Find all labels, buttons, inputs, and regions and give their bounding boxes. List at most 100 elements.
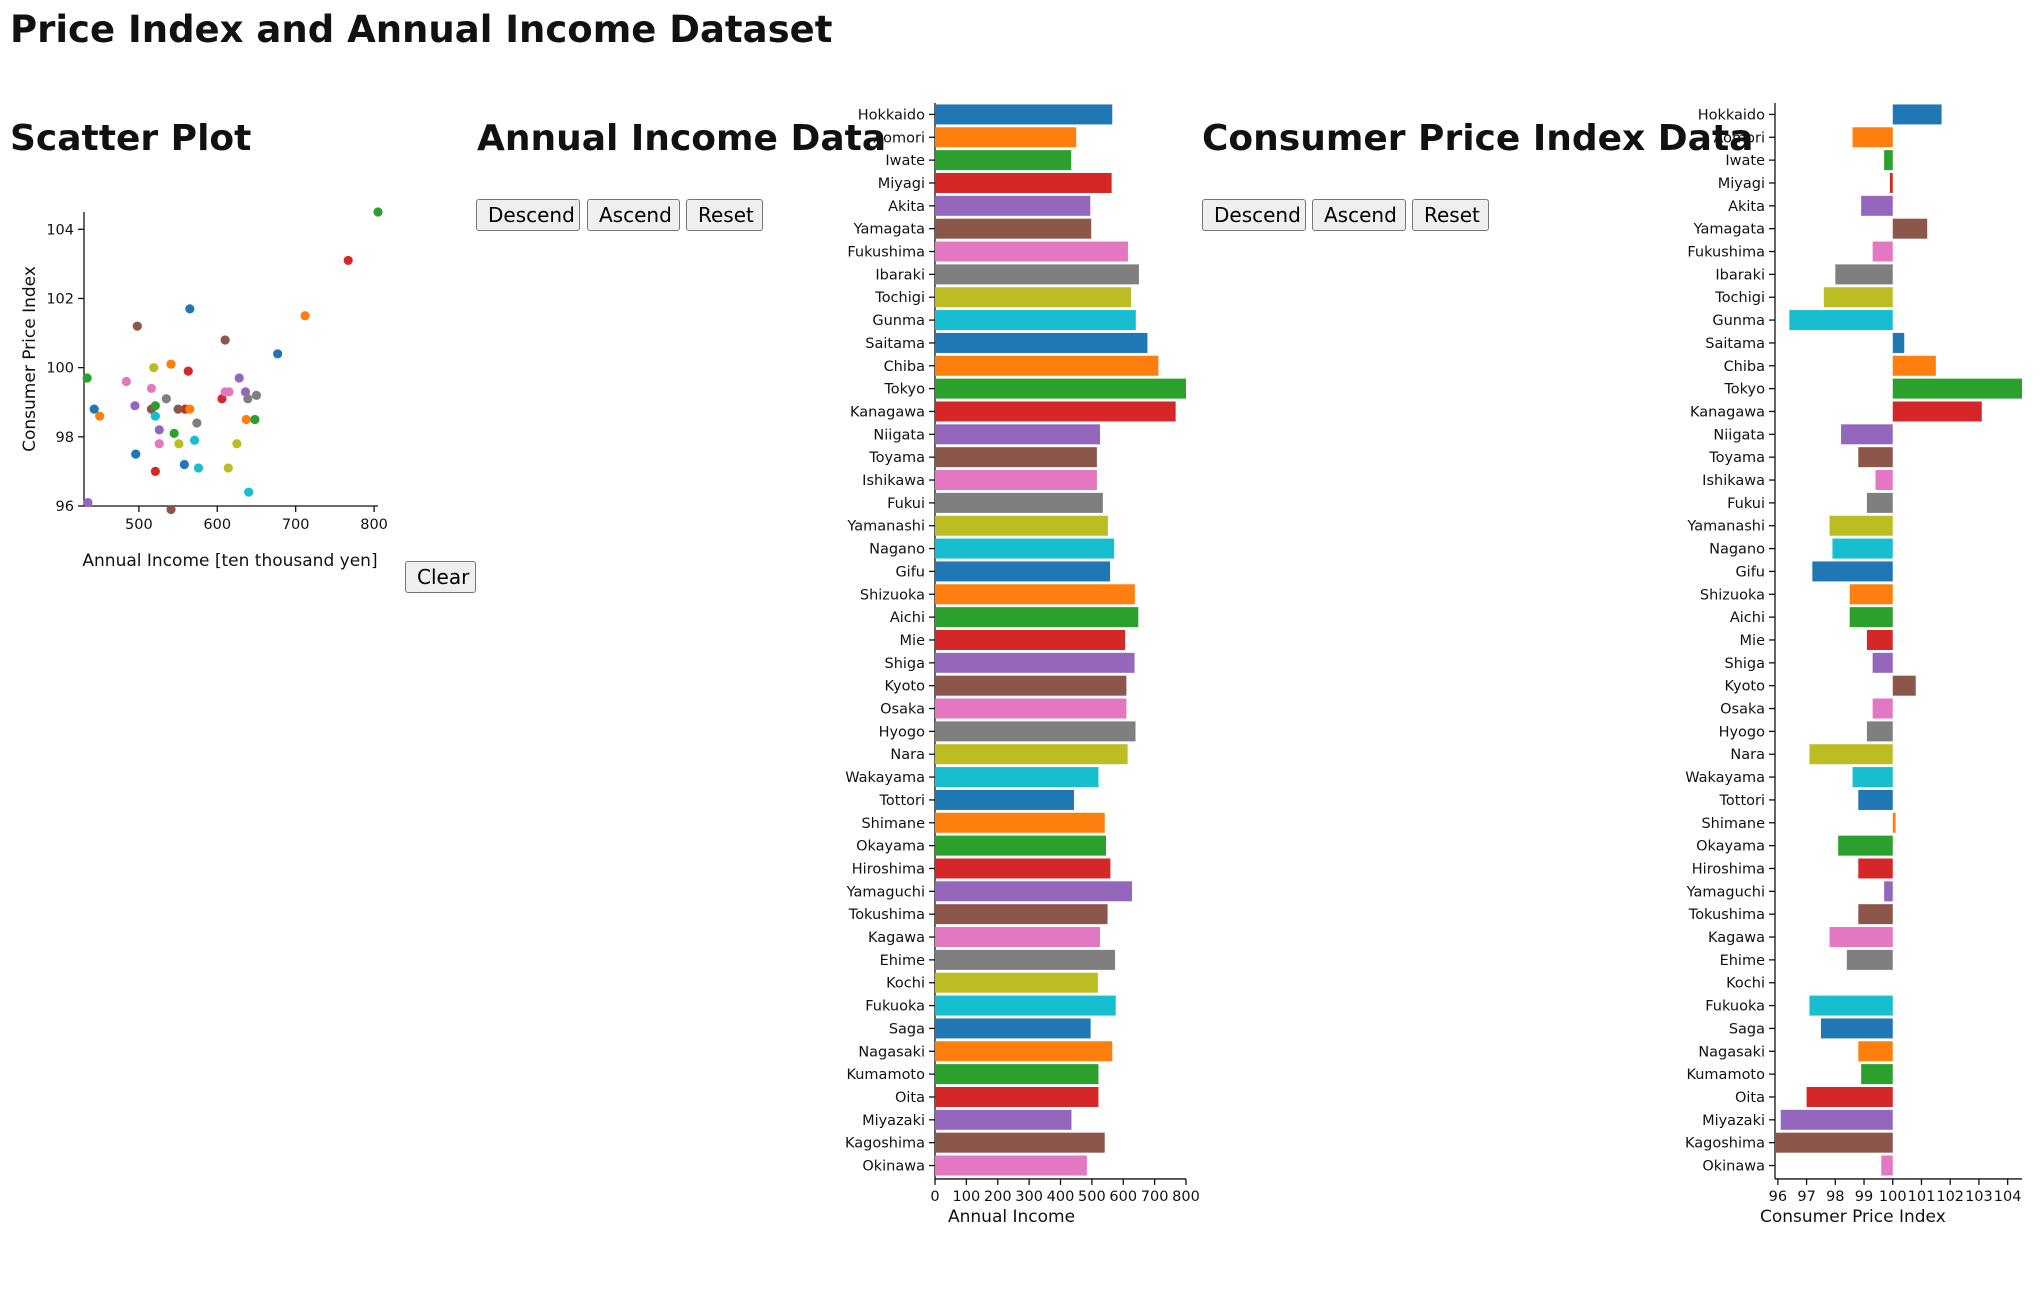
income-x-tick-label: 700 bbox=[1141, 1189, 1169, 1205]
income-ascend-button[interactable]: Ascend bbox=[587, 199, 680, 231]
income-bar bbox=[935, 652, 1135, 673]
scatter-point bbox=[149, 363, 159, 373]
income-bar bbox=[935, 470, 1097, 491]
cpi-category-label: Tochigi bbox=[1714, 290, 1765, 306]
scatter-heading: Scatter Plot bbox=[10, 118, 252, 159]
income-reset-button[interactable]: Reset bbox=[686, 199, 763, 231]
income-bar bbox=[935, 607, 1139, 628]
cpi-bar bbox=[1861, 195, 1893, 216]
income-x-axis-label: Annual Income bbox=[948, 1207, 1075, 1227]
scatter-point bbox=[150, 401, 160, 411]
income-category-label: Shizuoka bbox=[860, 587, 925, 603]
cpi-bar bbox=[1858, 904, 1893, 925]
cpi-x-tick-label: 104 bbox=[1994, 1189, 2022, 1205]
scatter-point bbox=[150, 411, 160, 421]
cpi-category-label: Toyama bbox=[1708, 450, 1765, 466]
income-category-label: Tokyo bbox=[883, 382, 925, 398]
cpi-bar bbox=[1892, 332, 1905, 353]
cpi-category-label: Okinawa bbox=[1702, 1159, 1765, 1175]
income-bar bbox=[935, 1109, 1072, 1130]
income-bar bbox=[935, 881, 1133, 902]
income-bar bbox=[935, 1064, 1099, 1085]
scatter-point bbox=[220, 335, 230, 345]
cpi-ascend-button[interactable]: Ascend bbox=[1312, 199, 1406, 231]
income-category-label: Miyazaki bbox=[862, 1113, 925, 1129]
cpi-category-label: Nagano bbox=[1709, 542, 1765, 558]
cpi-category-label: Kochi bbox=[1726, 976, 1765, 992]
cpi-bar bbox=[1892, 378, 2022, 399]
scatter-y-tick-label: 98 bbox=[56, 430, 74, 446]
income-bar bbox=[935, 172, 1112, 193]
scatter-point bbox=[250, 414, 260, 425]
income-bar bbox=[935, 629, 1126, 650]
income-category-label: Miyagi bbox=[878, 176, 925, 192]
cpi-category-label: Kumamoto bbox=[1686, 1067, 1765, 1083]
cpi-bar bbox=[1858, 789, 1893, 810]
cpi-category-label: Kagawa bbox=[1708, 930, 1765, 946]
income-bar bbox=[935, 1155, 1087, 1176]
scatter-point bbox=[150, 466, 160, 477]
income-category-label: Ibaraki bbox=[875, 267, 925, 283]
income-category-label: Kagawa bbox=[868, 930, 925, 946]
cpi-category-label: Hokkaido bbox=[1698, 107, 1765, 123]
cpi-category-label: Yamaguchi bbox=[1686, 884, 1765, 900]
income-category-label: Kumamoto bbox=[846, 1067, 925, 1083]
cpi-descend-button[interactable]: Descend bbox=[1202, 199, 1306, 231]
cpi-bar bbox=[1829, 927, 1893, 948]
income-category-label: Fukushima bbox=[847, 245, 925, 261]
scatter-clear-button[interactable]: Clear bbox=[405, 561, 476, 593]
cpi-category-label: Oita bbox=[1735, 1090, 1765, 1106]
income-x-tick-label: 0 bbox=[930, 1189, 939, 1205]
cpi-bar bbox=[1892, 812, 1896, 833]
income-category-label: Osaka bbox=[880, 702, 925, 718]
cpi-category-label: Kyoto bbox=[1725, 679, 1766, 695]
income-category-label: Gunma bbox=[872, 313, 925, 329]
scatter-point bbox=[234, 373, 244, 383]
cpi-bar bbox=[1892, 218, 1928, 239]
income-category-label: Oita bbox=[895, 1090, 925, 1106]
scatter-x-tick-label: 600 bbox=[203, 517, 231, 533]
cpi-category-label: Wakayama bbox=[1685, 770, 1765, 786]
cpi-bar bbox=[1861, 1064, 1893, 1085]
cpi-bar bbox=[1872, 652, 1893, 673]
cpi-bar bbox=[1852, 127, 1893, 148]
income-bar bbox=[935, 584, 1135, 605]
cpi-category-label: Iwate bbox=[1725, 153, 1765, 169]
scatter-x-tick-label: 800 bbox=[360, 517, 388, 533]
cpi-bar bbox=[1889, 172, 1893, 193]
income-category-label: Niigata bbox=[873, 427, 925, 443]
income-category-label: Aichi bbox=[890, 610, 925, 626]
income-category-label: Okinawa bbox=[862, 1159, 925, 1175]
cpi-bar bbox=[1866, 721, 1893, 742]
scatter-point bbox=[185, 304, 195, 314]
scatter-point bbox=[130, 401, 140, 411]
income-heading: Annual Income Data bbox=[477, 118, 887, 159]
cpi-bar bbox=[1884, 881, 1893, 902]
cpi-x-tick-label: 98 bbox=[1826, 1189, 1844, 1205]
cpi-category-label: Tokushima bbox=[1688, 907, 1765, 923]
income-bar bbox=[935, 515, 1108, 536]
income-category-label: Nagano bbox=[869, 542, 925, 558]
income-category-label: Hiroshima bbox=[852, 861, 925, 877]
income-category-label: Toyama bbox=[868, 450, 925, 466]
income-category-label: Kanagawa bbox=[850, 404, 925, 420]
scatter-point bbox=[343, 255, 353, 266]
income-bar bbox=[935, 767, 1099, 788]
cpi-x-tick-label: 102 bbox=[1936, 1189, 1964, 1205]
cpi-bar bbox=[1866, 492, 1893, 513]
cpi-bar bbox=[1820, 1018, 1893, 1039]
income-bar bbox=[935, 401, 1176, 422]
income-descend-button[interactable]: Descend bbox=[476, 199, 580, 231]
scatter-point bbox=[273, 349, 283, 359]
cpi-reset-button[interactable]: Reset bbox=[1412, 199, 1489, 231]
scatter-point bbox=[82, 373, 92, 383]
income-category-label: Gifu bbox=[895, 564, 925, 580]
scatter-point bbox=[166, 504, 176, 515]
cpi-x-tick-label: 100 bbox=[1879, 1189, 1907, 1205]
cpi-bar bbox=[1775, 1132, 1893, 1153]
cpi-bar bbox=[1832, 538, 1893, 559]
cpi-bar bbox=[1780, 1109, 1893, 1130]
scatter-point bbox=[223, 463, 233, 473]
income-x-tick-label: 100 bbox=[953, 1189, 981, 1205]
scatter-point bbox=[154, 439, 164, 449]
